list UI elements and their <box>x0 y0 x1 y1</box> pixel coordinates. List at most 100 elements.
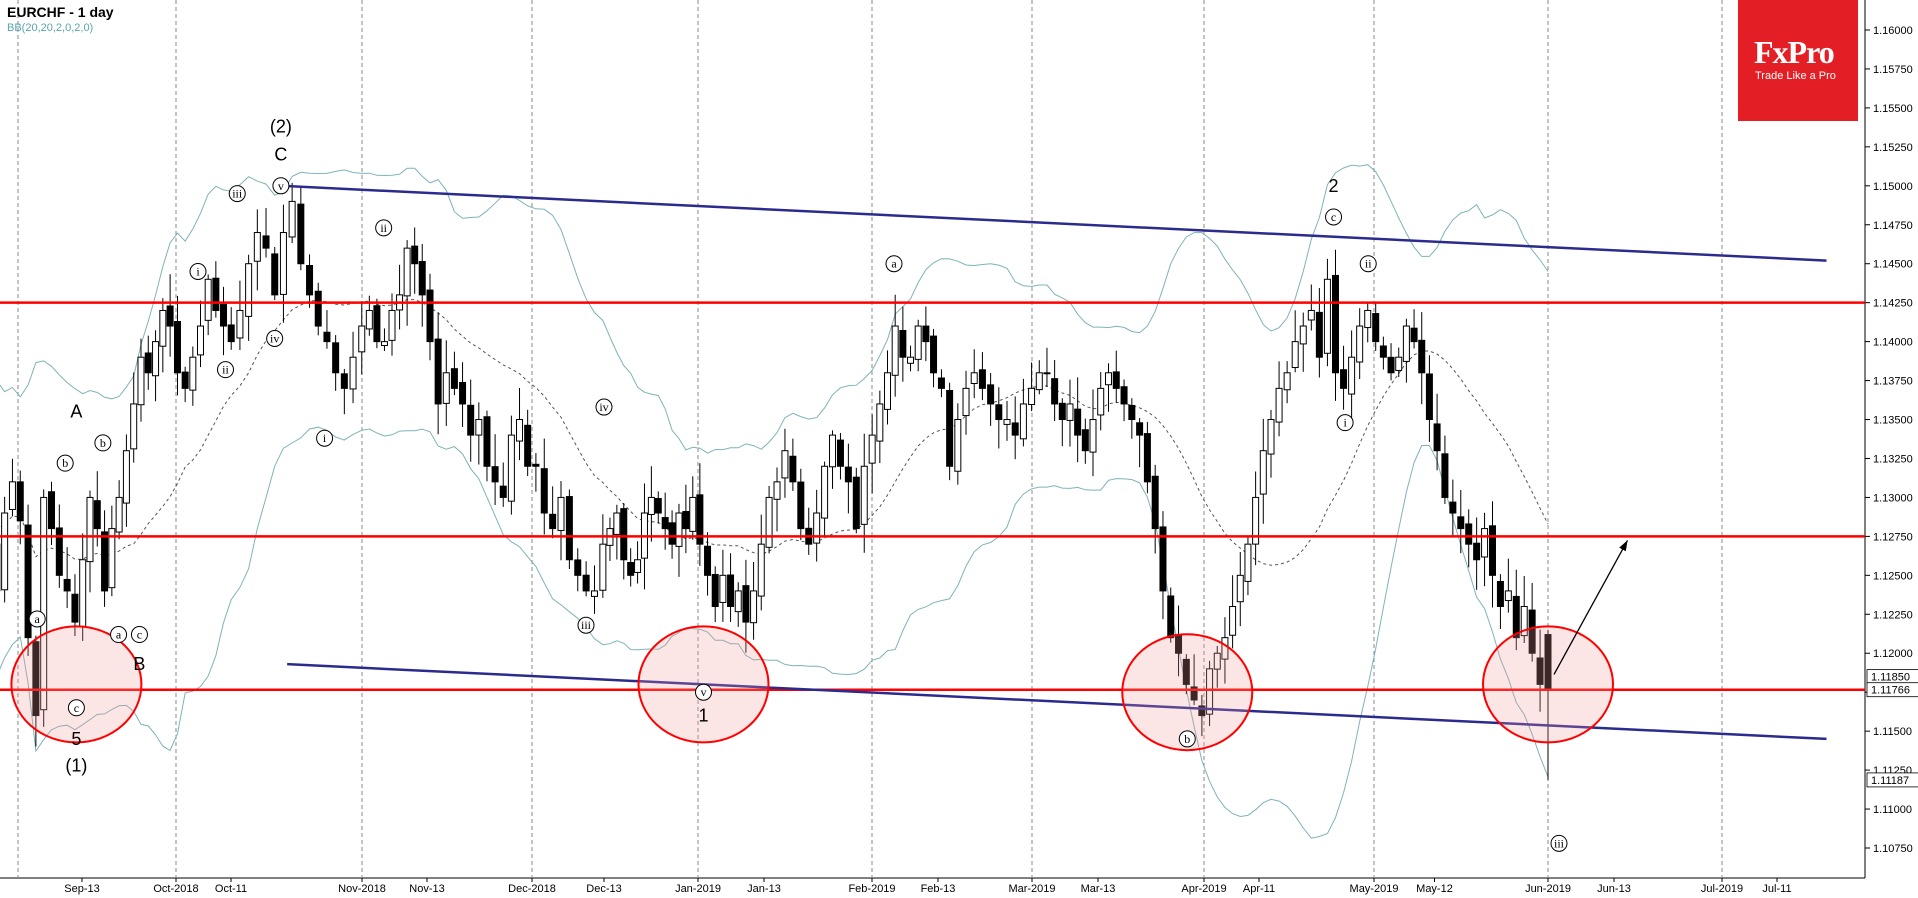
candle-body <box>1221 637 1229 660</box>
fxpro-logo: FxPro Trade Like a Pro <box>1738 0 1858 121</box>
candle-body <box>459 381 467 405</box>
wave-label-text: i <box>323 431 327 445</box>
candle-body <box>434 338 442 405</box>
candle-body <box>1441 453 1449 498</box>
candle-body <box>987 384 995 405</box>
candle-body <box>1035 372 1043 391</box>
y-tick-label: 1.13750 <box>1873 376 1913 388</box>
candle-body <box>599 543 607 591</box>
price-axis-panel <box>1865 0 1918 898</box>
candle-body <box>1364 309 1372 329</box>
wave-label-text: b <box>62 456 68 470</box>
y-tick-label: 1.14000 <box>1873 337 1913 349</box>
candle-body <box>1151 475 1159 530</box>
candle-body <box>86 496 94 563</box>
candle-body <box>1356 325 1364 363</box>
candle-body <box>173 321 181 374</box>
candle-body <box>365 309 373 330</box>
price-label-text: 1.11766 <box>1871 685 1910 697</box>
wave-label-circle <box>28 610 46 628</box>
candle-body <box>1379 345 1387 358</box>
candle-body <box>1340 369 1348 389</box>
candle-body <box>1372 313 1380 343</box>
candle-body <box>868 434 876 464</box>
wave-label-text: iv <box>599 400 608 414</box>
candle-body <box>899 329 907 358</box>
candle-body <box>1081 429 1089 452</box>
candle-body <box>860 465 868 525</box>
channel-upper-line <box>280 184 1827 262</box>
candle-body <box>696 494 704 545</box>
y-tick-label: 1.14500 <box>1873 259 1913 271</box>
wave-label-circle <box>375 219 393 237</box>
price-label-box <box>1866 682 1918 698</box>
wave-label-circle <box>1336 414 1354 432</box>
wave-label-circle <box>130 626 148 644</box>
wave-label-circle <box>228 185 246 203</box>
wave-label-circle <box>1359 255 1377 273</box>
candle-body <box>1275 387 1283 423</box>
chart-title: EURCHF - 1 day <box>7 4 114 20</box>
candle-body <box>1425 373 1433 421</box>
candle-body <box>1457 516 1465 530</box>
candle-body <box>442 372 450 404</box>
bb-middle-band <box>0 299 1549 566</box>
candle-body <box>627 562 635 576</box>
candle-body <box>204 278 212 321</box>
candle-body <box>962 387 970 417</box>
candle-body <box>314 290 322 327</box>
wave-label-text: ii <box>380 221 387 235</box>
candle-body <box>1418 339 1426 374</box>
wave-label-text: b <box>100 436 106 450</box>
candle-body <box>1402 325 1410 362</box>
logo-tagline: Trade Like a Pro <box>1755 70 1836 82</box>
candle-body <box>380 341 388 347</box>
y-tick-label: 1.15000 <box>1873 181 1913 193</box>
candle-body <box>1252 496 1260 545</box>
x-tick-label: Dec-13 <box>586 883 621 895</box>
candle-body <box>1128 404 1136 421</box>
candle-body <box>516 419 524 442</box>
wave-label-text: iii <box>581 618 592 632</box>
candle-body <box>574 559 582 576</box>
x-tick-label: Mar-13 <box>1081 883 1116 895</box>
wave-label-text: 2 <box>1329 176 1339 196</box>
highlight-circle-0 <box>10 625 143 744</box>
x-tick-label: Jan-13 <box>747 883 781 895</box>
candle-body <box>750 590 758 624</box>
wave-label-text: v <box>278 179 284 193</box>
candle-body <box>813 512 821 544</box>
wave-label-text: 1 <box>698 706 708 726</box>
candle-body <box>540 468 548 514</box>
candle-body <box>1167 595 1175 639</box>
candle-body <box>1136 422 1144 436</box>
candle-body <box>757 543 765 597</box>
candle-body <box>1058 402 1066 421</box>
candle-body <box>946 389 954 467</box>
y-tick-label: 1.15500 <box>1873 103 1913 115</box>
candle-body <box>1387 356 1395 374</box>
price-label-box <box>1866 772 1918 788</box>
candle-body <box>271 253 279 296</box>
wave-label-text: a <box>891 257 897 271</box>
candle-body <box>675 512 683 547</box>
wave-label-text: C <box>274 145 287 165</box>
candle-body <box>189 356 197 391</box>
candle-body <box>1143 433 1151 483</box>
candle-body <box>821 465 829 519</box>
wave-label-text: c <box>74 701 79 715</box>
candle-body <box>582 574 590 592</box>
candle-body <box>1104 372 1112 386</box>
candle-body <box>1 512 9 591</box>
candle-body <box>620 508 628 561</box>
candle-body <box>236 309 244 339</box>
y-tick-label: 1.15750 <box>1873 64 1913 76</box>
candle-body <box>137 356 145 406</box>
x-tick-label: Nov-2018 <box>338 883 386 895</box>
candle-body <box>922 325 930 343</box>
candle-body <box>789 455 797 483</box>
candle-body <box>159 309 167 347</box>
channel-lower-line <box>287 662 1827 741</box>
candle-body <box>565 496 573 561</box>
y-tick-label: 1.13250 <box>1873 453 1913 465</box>
